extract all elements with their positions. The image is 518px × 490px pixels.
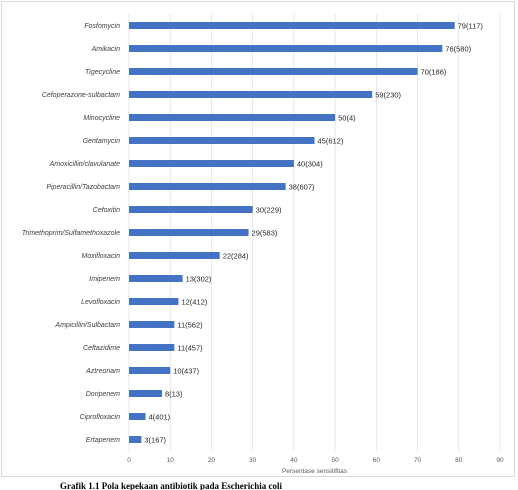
bar	[129, 22, 455, 29]
x-tick-label: 50	[331, 457, 339, 464]
bar	[129, 229, 249, 236]
x-tick-label: 20	[208, 457, 216, 464]
bar	[129, 160, 294, 167]
x-axis-title: Persentase sensitifitas	[282, 468, 348, 475]
bar	[129, 68, 418, 75]
data-label: 29(583)	[252, 228, 278, 237]
data-label: 70(186)	[421, 67, 447, 76]
category-label: Minocycline	[83, 115, 120, 122]
data-label: 10(437)	[173, 366, 199, 375]
figure-caption: Grafik 1.1 Pola kepekaan antibiotik pada…	[60, 481, 283, 490]
bar	[129, 183, 286, 190]
category-label: Amikacin	[91, 46, 121, 53]
category-label: Imipenem	[89, 276, 120, 283]
category-label: Ciprofloxacin	[80, 414, 121, 421]
x-tick-label: 90	[496, 457, 504, 464]
bar	[129, 91, 373, 98]
chart-area: Fosfomycin Amikacin Tigecycline Cefoperazon…	[1, 1, 515, 477]
bars	[129, 22, 455, 443]
data-label: 22(284)	[223, 251, 249, 260]
category-label: Ceftazidime	[83, 345, 120, 352]
bar	[129, 206, 253, 213]
bar	[129, 344, 175, 351]
data-label: 30(229)	[256, 205, 282, 214]
data-label: 40(304)	[297, 159, 323, 168]
data-label: 11(562)	[177, 320, 203, 329]
x-axis-ticks: 0 10 20 30 40 50 60 70 80 90	[127, 457, 504, 464]
category-label: Gentamycin	[83, 138, 120, 145]
x-tick-label: 80	[455, 457, 463, 464]
x-tick-label: 10	[167, 457, 175, 464]
category-label: Fosfomycin	[84, 23, 120, 30]
bar	[129, 298, 179, 305]
category-labels: Fosfomycin Amikacin Tigecycline Cefoperazon…	[22, 23, 120, 444]
bar	[129, 252, 220, 259]
x-tick-label: 70	[414, 457, 422, 464]
bar	[129, 114, 336, 121]
data-label: 45(612)	[318, 136, 344, 145]
bar	[129, 321, 175, 328]
category-label: Ertapenem	[86, 437, 120, 444]
x-tick-label: 40	[290, 457, 298, 464]
category-label: Aztreonam	[85, 368, 120, 375]
data-label: 59(230)	[375, 90, 401, 99]
data-label: 79(117)	[458, 21, 484, 30]
data-label: 3(167)	[144, 435, 166, 444]
category-label: Amoxicillin/clavulanate	[49, 161, 121, 168]
x-tick-label: 60	[373, 457, 381, 464]
bar	[129, 275, 183, 282]
data-label: 4(401)	[148, 412, 170, 421]
bar	[129, 436, 142, 443]
data-label: 50(4)	[338, 113, 356, 122]
bar-chart: Fosfomycin Amikacin Tigecycline Cefoperazon…	[22, 14, 504, 475]
data-label: 13(302)	[186, 274, 212, 283]
category-label: Piperacillin/Tazobactam	[46, 184, 120, 191]
category-label: Levofloxacin	[81, 299, 120, 306]
data-label: 8(13)	[165, 389, 183, 398]
category-label: Cefoperazone-sulbactam	[42, 92, 120, 99]
bar	[129, 45, 443, 52]
category-label: Ampicillin/Sulbactam	[54, 322, 120, 329]
data-label: 38(607)	[289, 182, 315, 191]
bar	[129, 390, 162, 397]
x-tick-label: 0	[127, 457, 131, 464]
category-label: Trimethoprim/Sulfamethoxazole	[22, 230, 120, 237]
bar	[129, 137, 315, 144]
data-label: 12(412)	[181, 297, 207, 306]
data-label: 11(457)	[177, 343, 203, 352]
category-label: Doripenem	[86, 391, 120, 398]
category-label: Cefoxitin	[93, 207, 120, 214]
x-tick-label: 30	[249, 457, 257, 464]
data-label: 76(580)	[445, 44, 471, 53]
bar	[129, 413, 146, 420]
category-label: Moxifloxacin	[81, 253, 120, 260]
data-labels: 79(117) 76(580) 70(186) 59(230) 50(4) 45(612)…	[144, 21, 483, 444]
bar	[129, 367, 171, 374]
category-label: Tigecycline	[85, 69, 120, 76]
gridlines	[128, 14, 501, 451]
